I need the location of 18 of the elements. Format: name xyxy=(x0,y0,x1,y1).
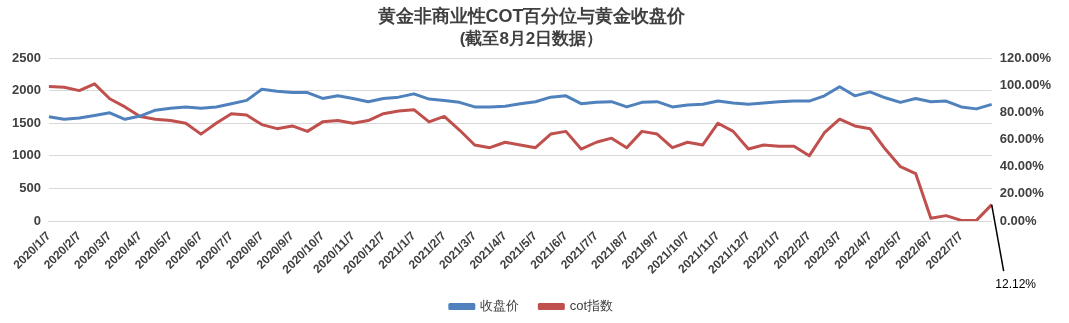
y-tick-label: 0 xyxy=(33,212,41,228)
y2-tick-label: 40.00% xyxy=(999,158,1045,174)
y-tick-label: 2500 xyxy=(12,49,41,65)
y2-tick-label: 100.00% xyxy=(999,76,1052,92)
chart-subtitle: (截至8月2日数据） xyxy=(459,29,604,49)
y2-tick-label: 120.00% xyxy=(999,49,1052,65)
y2-tick-label: 60.00% xyxy=(999,131,1045,147)
chart-title: 黄金非商业性COT百分位与黄金收盘价 xyxy=(376,5,687,26)
y-tick-label: 500 xyxy=(19,180,41,196)
y-tick-label: 1000 xyxy=(12,147,41,163)
data-label: 12.12% xyxy=(995,277,1037,292)
y-tick-label: 1500 xyxy=(12,114,41,130)
legend-label: cot指数 xyxy=(569,298,614,314)
y2-tick-label: 80.00% xyxy=(999,103,1045,119)
y-tick-label: 2000 xyxy=(12,82,41,98)
y2-tick-label: 0.00% xyxy=(999,212,1037,228)
y2-tick-label: 20.00% xyxy=(999,185,1045,201)
legend-label: 收盘价 xyxy=(480,298,520,314)
